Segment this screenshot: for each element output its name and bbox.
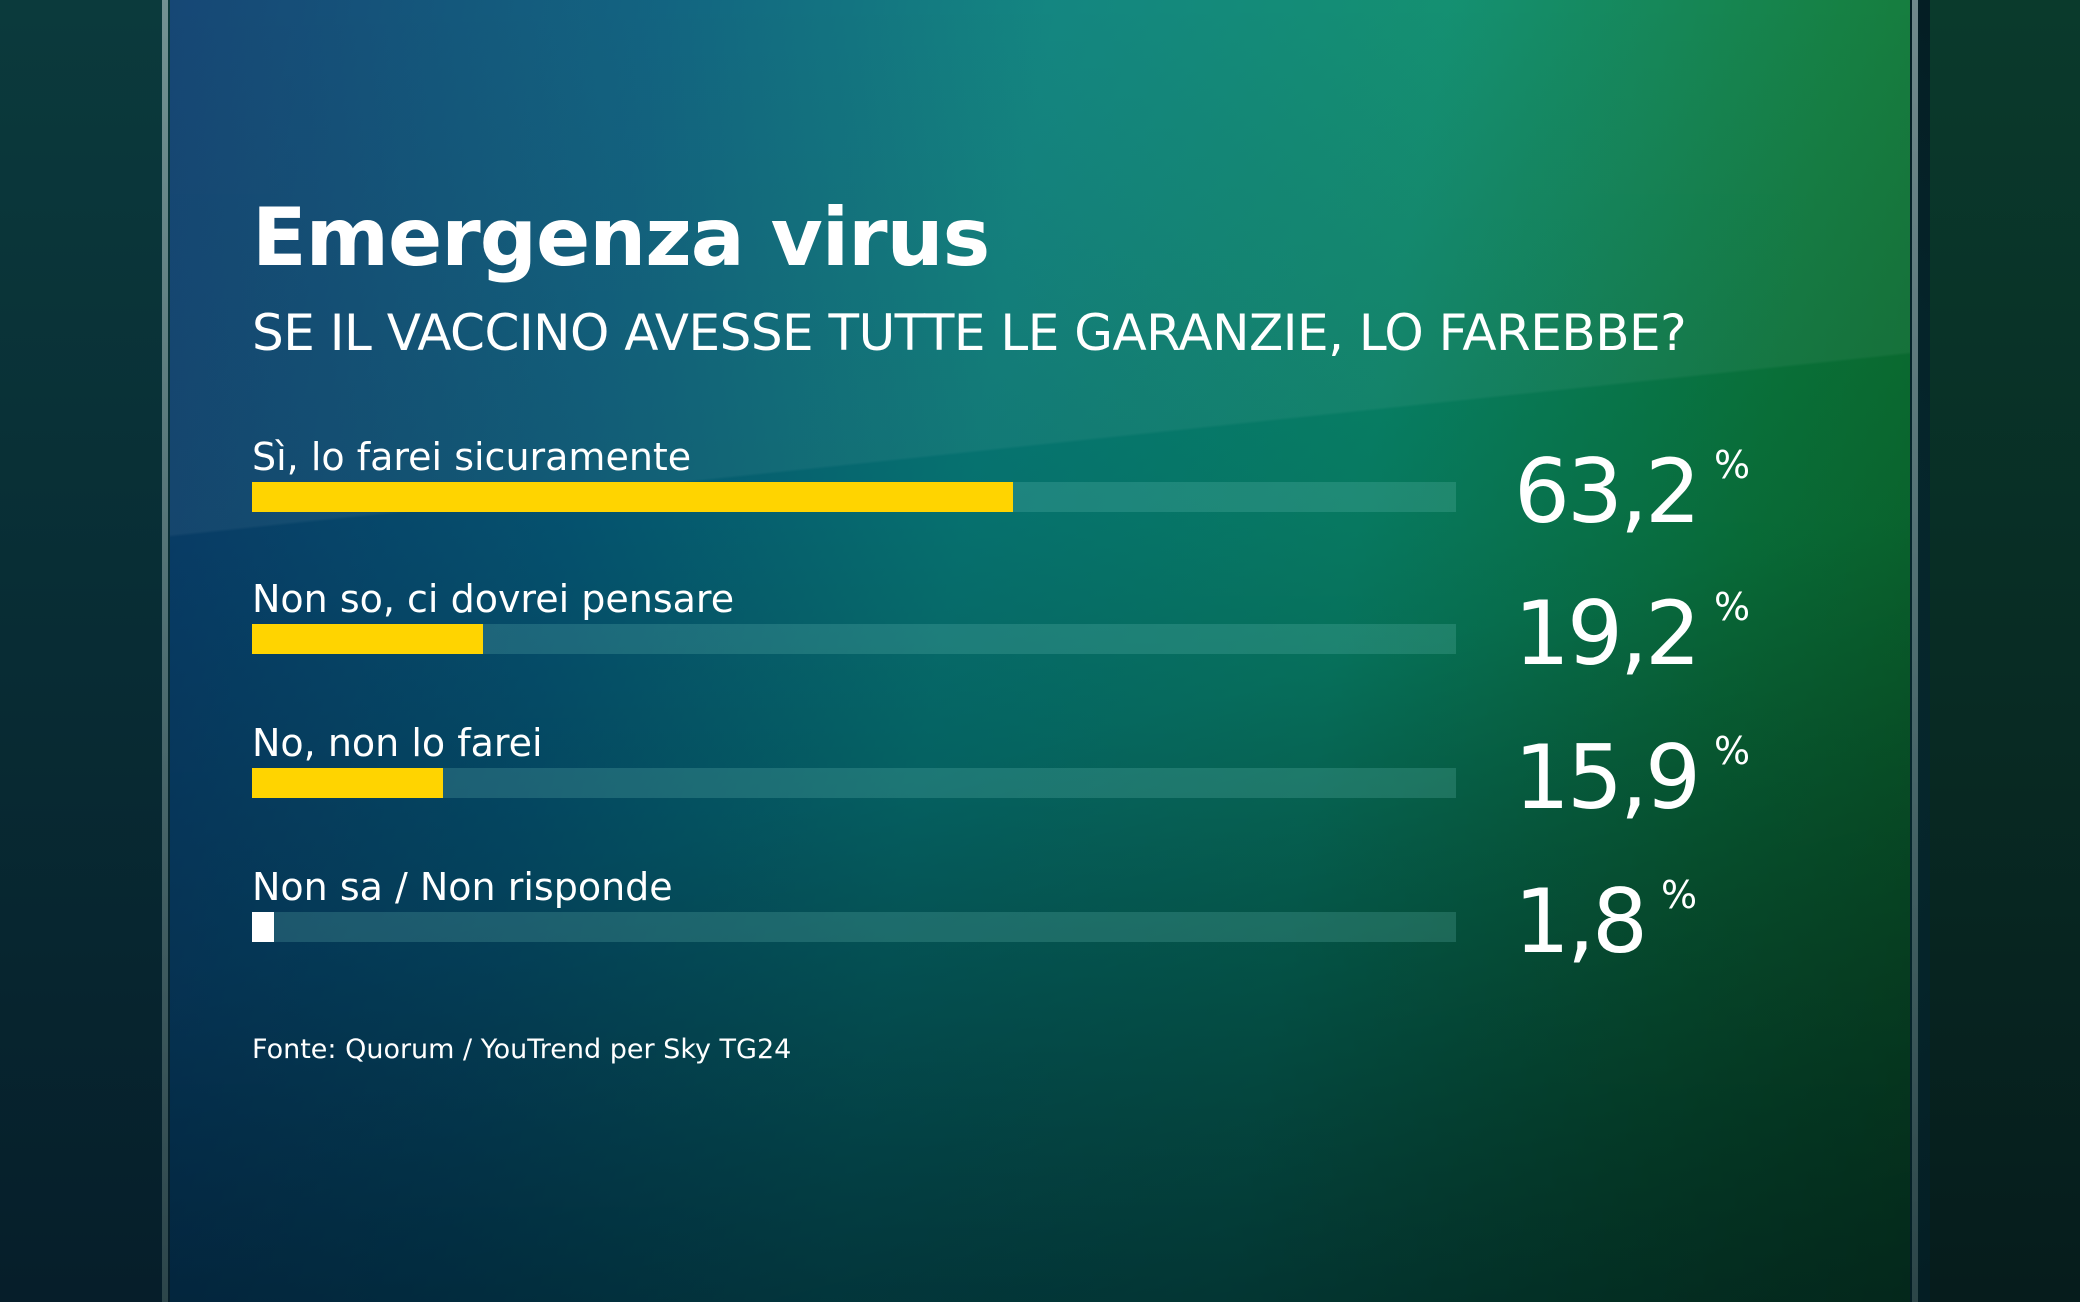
bar-track	[252, 482, 1456, 512]
percent-sign: %	[1660, 873, 1698, 917]
bar-value-label: 1,8	[1514, 870, 1648, 973]
bar	[252, 624, 483, 654]
bar	[252, 768, 443, 798]
source-note: Fonte: Quorum / YouTrend per Sky TG24	[252, 1034, 792, 1065]
percent-sign: %	[1713, 585, 1751, 629]
bar-value-label: 15,9	[1514, 726, 1701, 829]
bar-label: Sì, lo farei sicuramente	[252, 435, 692, 479]
left-margin	[0, 0, 170, 1302]
percent-sign: %	[1713, 443, 1751, 487]
chart-title: Emergenza virus	[252, 191, 990, 284]
chart-subtitle: SE IL VACCINO AVESSE TUTTE LE GARANZIE, …	[252, 304, 1687, 362]
bar-track	[252, 624, 1456, 654]
frame-line-right	[1912, 0, 1918, 1302]
bar-value-label: 19,2	[1514, 582, 1701, 685]
bar-track	[252, 768, 1456, 798]
bar-label: No, non lo farei	[252, 721, 543, 765]
bar-label: Non sa / Non risponde	[252, 865, 673, 909]
bar-label: Non so, ci dovrei pensare	[252, 577, 735, 621]
bar	[252, 482, 1013, 512]
bar	[252, 912, 274, 942]
right-margin	[1930, 0, 2080, 1302]
percent-sign: %	[1713, 729, 1751, 773]
bar-track	[252, 912, 1456, 942]
bar-value-label: 63,2	[1514, 440, 1701, 543]
frame-line-left	[162, 0, 168, 1302]
